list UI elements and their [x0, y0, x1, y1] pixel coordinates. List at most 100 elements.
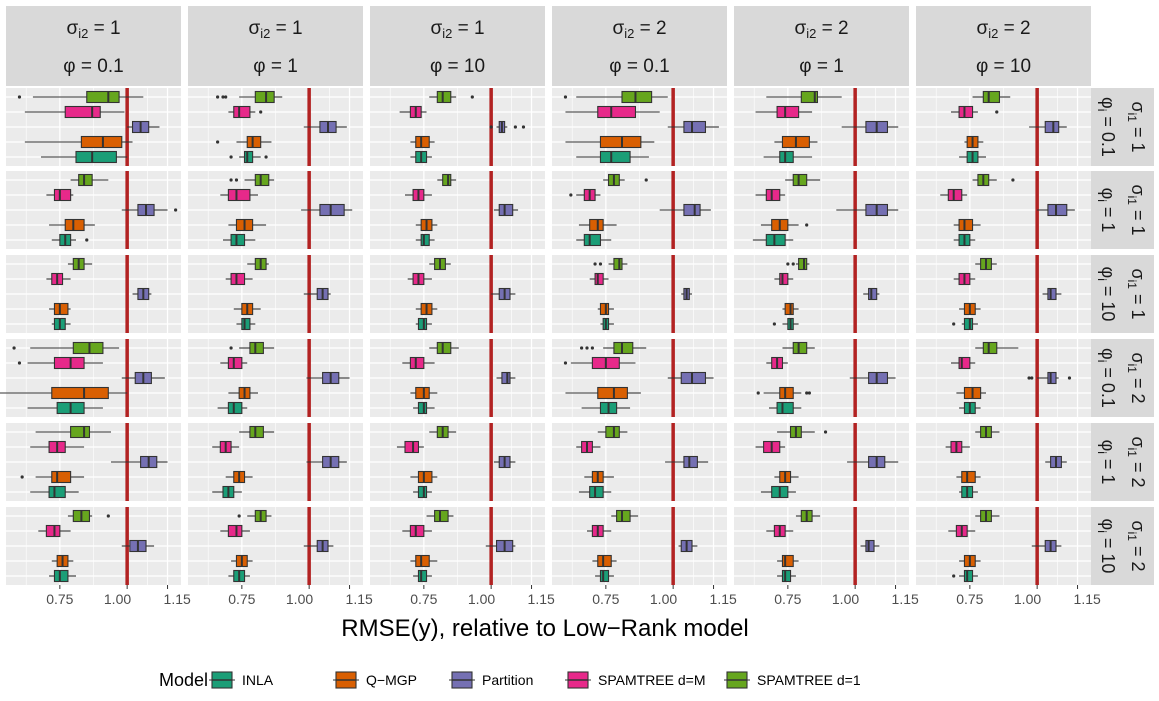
boxplot-partition [863, 287, 880, 301]
box [765, 188, 781, 202]
boxplot-qmgp [774, 135, 818, 149]
boxplot-spamtree_1 [437, 173, 457, 187]
boxplot-inla [217, 401, 248, 415]
column-strip-phi-label: φ = 1 [799, 56, 844, 77]
boxplot-partition [836, 203, 899, 217]
boxplot-spamtree_m [589, 272, 609, 286]
x-axis: 0.75 1.00 1.15 [592, 585, 737, 607]
boxplot-spamtree_1 [597, 425, 628, 439]
boxplot-spamtree_m [30, 440, 85, 454]
box [683, 120, 707, 134]
column-strip-sigma-label: σi2 = 1 [66, 18, 120, 41]
boxplot-spamtree_1 [35, 425, 111, 439]
box [249, 425, 264, 439]
boxplot-spamtree_m [228, 105, 263, 119]
column-strip-background [6, 6, 181, 86]
boxplot-partition [665, 455, 709, 469]
boxplot-partition [847, 455, 899, 469]
outlier-point [216, 140, 220, 144]
column-strip-background [552, 6, 727, 86]
boxplot-partition [306, 455, 347, 469]
boxplot-qmgp [956, 386, 986, 400]
box [249, 341, 264, 355]
outlier-point [513, 125, 517, 129]
box [434, 509, 449, 523]
box [779, 150, 794, 164]
box [417, 569, 428, 583]
box [599, 150, 631, 164]
panel [370, 339, 545, 417]
boxplot-partition [496, 371, 516, 385]
panel [370, 423, 545, 501]
box [442, 173, 452, 187]
boxplot-inla [576, 233, 612, 247]
boxplot-spamtree_1 [975, 509, 1000, 523]
box [613, 341, 634, 355]
box [776, 401, 794, 415]
panel [188, 88, 363, 166]
boxplot-inla [959, 485, 978, 499]
outlier-point [17, 361, 22, 365]
legend: Model INLA Q−MGP Partition SPAMTREE d=M SPAMT… [159, 670, 861, 690]
boxplot-spamtree_1 [70, 173, 109, 187]
box [1047, 287, 1057, 301]
row-strip: σi1 = 1 φi = 1 [1088, 171, 1154, 249]
column-strip-phi-label: φ = 10 [976, 56, 1031, 77]
box [404, 440, 420, 454]
box [319, 203, 345, 217]
column-strip: σi2 = 1 φ = 10 [370, 6, 545, 86]
x-tick-label: 1.00 [286, 591, 313, 607]
boxplot-inla [581, 401, 631, 415]
x-tick-label: 0.75 [228, 591, 255, 607]
boxplot-spamtree_1 [216, 90, 283, 104]
row-strip-background [1088, 255, 1154, 333]
panel [734, 423, 909, 501]
boxplot-spamtree_m [563, 356, 636, 370]
boxplot-qmgp [51, 554, 74, 568]
legend-entry: SPAMTREE d=1 [724, 671, 861, 689]
row-strip: σi1 = 1 φi = 0.1 [1088, 88, 1154, 166]
box [45, 524, 61, 538]
box [86, 90, 120, 104]
boxplot-partition [681, 287, 692, 301]
boxplot-inla [769, 401, 802, 415]
boxplot-partition [1037, 203, 1075, 217]
boxplot-spamtree_1 [237, 509, 272, 523]
boxplot-partition [121, 371, 165, 385]
panel [734, 88, 909, 166]
boxplot-qmgp [49, 218, 95, 232]
panel [552, 507, 727, 585]
row-strip-background [1088, 423, 1154, 501]
legend-label: SPAMTREE d=M [598, 672, 706, 688]
box [246, 135, 262, 149]
boxplot-partition [306, 371, 350, 385]
outlier-point [786, 262, 790, 266]
column-strip-background [188, 6, 363, 86]
boxplot-spamtree_1 [17, 90, 144, 104]
boxplot-inla [413, 485, 432, 499]
outlier-point [805, 391, 809, 395]
legend-label: Q−MGP [366, 672, 417, 688]
box [417, 401, 428, 415]
panel [6, 88, 181, 166]
boxplot-spamtree_m [576, 440, 601, 454]
column-strip-sigma-label: σi2 = 2 [976, 18, 1030, 41]
boxplot-spamtree_1 [611, 509, 639, 523]
x-axis: 0.75 1.00 1.15 [410, 585, 555, 607]
box [982, 90, 1001, 104]
boxplot-partition [678, 539, 698, 553]
outlier-point [598, 262, 603, 266]
boxplot-qmgp [415, 302, 438, 316]
box [605, 425, 620, 439]
outlier-point [1027, 376, 1031, 380]
row-strip-background [1088, 88, 1154, 166]
boxplot-partition [1042, 287, 1062, 301]
boxplot-spamtree_1 [563, 90, 668, 104]
box [254, 90, 275, 104]
row-strip-background [1088, 339, 1154, 417]
box [64, 218, 85, 232]
x-tick-label: 0.75 [410, 591, 437, 607]
outlier-point [772, 322, 776, 326]
